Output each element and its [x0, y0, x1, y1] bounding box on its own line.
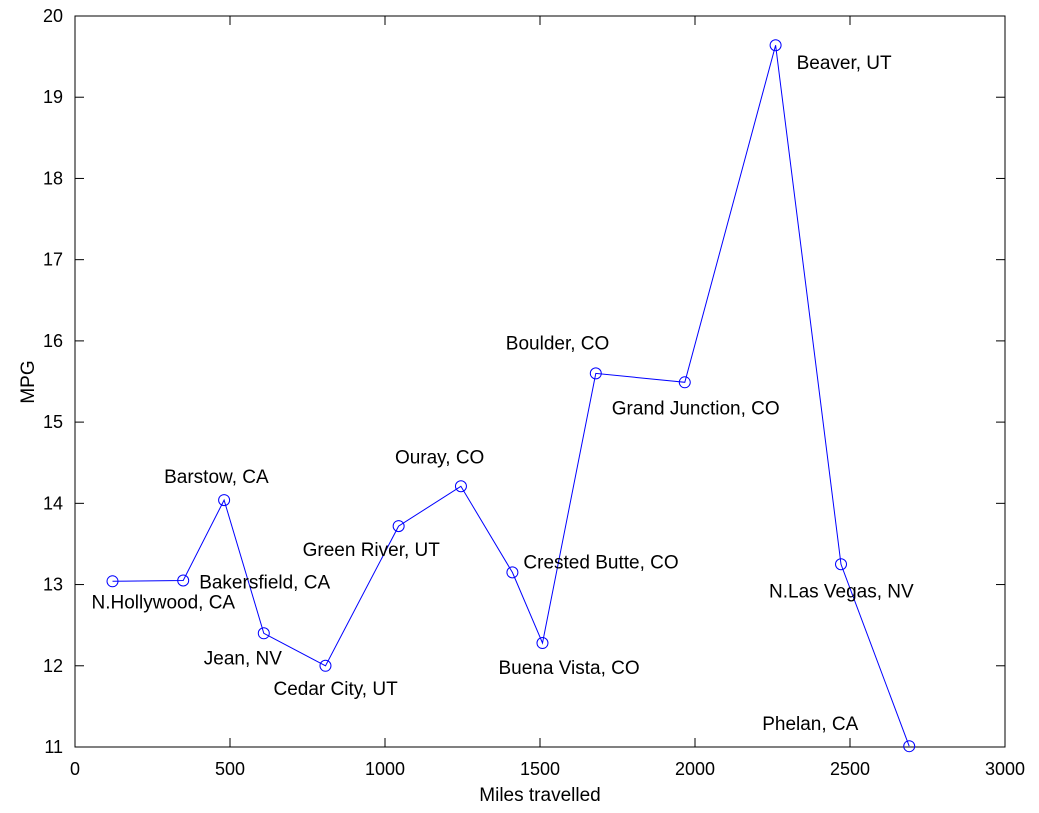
plot-area	[74, 15, 1006, 748]
y-tick-label: 11	[44, 737, 63, 757]
point-label: Phelan, CA	[762, 714, 858, 735]
point-label: Barstow, CA	[164, 467, 269, 488]
series-line	[112, 45, 910, 747]
x-tick-label: 2500	[830, 759, 870, 779]
point-label: Green River, UT	[303, 540, 441, 561]
data-series	[106, 39, 916, 753]
point-label: N.Las Vegas, NV	[769, 581, 914, 602]
data-point-marker	[454, 480, 467, 493]
x-tick-label: 1000	[365, 759, 405, 779]
data-point-marker	[392, 520, 405, 533]
point-label: Crested Butte, CO	[523, 552, 678, 573]
point-label: Grand Junction, CO	[612, 398, 780, 419]
point-label: Bakersfield, CA	[199, 572, 330, 593]
x-tick-label: 3000	[985, 759, 1025, 779]
data-point-marker	[218, 494, 231, 507]
data-point-marker	[678, 376, 691, 389]
point-label: Jean, NV	[204, 648, 282, 669]
y-tick-label: 13	[43, 575, 63, 595]
data-point-marker	[536, 637, 549, 650]
data-point-marker	[903, 740, 916, 753]
x-tick-label: 500	[215, 759, 245, 779]
data-point-marker	[506, 566, 519, 579]
x-tick-label: 1500	[520, 759, 560, 779]
point-label: Boulder, CO	[506, 333, 610, 354]
data-point-marker	[177, 574, 190, 587]
y-tick-label: 16	[43, 331, 63, 351]
data-point-marker	[589, 367, 602, 380]
point-label: Cedar City, UT	[273, 679, 398, 700]
data-point-marker	[319, 659, 332, 672]
point-label: Ouray, CO	[395, 447, 484, 468]
x-tick-label: 2000	[675, 759, 715, 779]
data-point-marker	[769, 39, 782, 52]
y-tick-label: 12	[43, 656, 63, 676]
point-label: Beaver, UT	[797, 53, 892, 74]
y-tick-label: 19	[43, 87, 63, 107]
y-tick-label: 14	[43, 493, 63, 513]
y-tick-label: 18	[43, 168, 63, 188]
axis-ticks: 0 500 1000 1500 2000 2500 3000 11 12 13 14 15 16 17 18…	[43, 6, 1025, 779]
x-axis-title: Miles travelled	[479, 785, 600, 806]
point-label: Buena Vista, CO	[498, 658, 639, 679]
y-tick-label: 17	[43, 250, 63, 270]
data-point-marker	[106, 575, 119, 588]
point-label: N.Hollywood, CA	[92, 592, 236, 613]
y-tick-label: 20	[43, 6, 63, 26]
y-tick-label: 15	[43, 412, 63, 432]
x-tick-label: 0	[70, 759, 80, 779]
data-point-marker	[835, 558, 848, 571]
y-axis-title: MPG	[18, 360, 39, 403]
data-point-marker	[257, 627, 270, 640]
